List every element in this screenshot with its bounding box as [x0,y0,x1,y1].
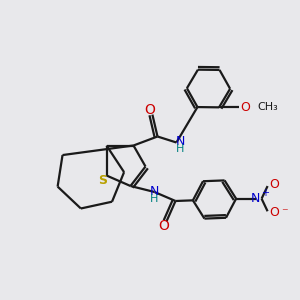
Text: ⁻: ⁻ [281,206,288,219]
Text: N: N [175,135,185,148]
Text: N: N [251,192,261,205]
Text: O: O [159,219,170,233]
Text: +: + [261,188,268,198]
Text: CH₃: CH₃ [257,102,278,112]
Text: O: O [145,103,155,117]
Text: N: N [150,185,159,198]
Text: H: H [150,194,159,204]
Text: O: O [269,206,279,219]
Text: S: S [98,174,107,188]
Text: O: O [240,101,250,114]
Text: H: H [176,144,184,154]
Text: O: O [269,178,279,191]
